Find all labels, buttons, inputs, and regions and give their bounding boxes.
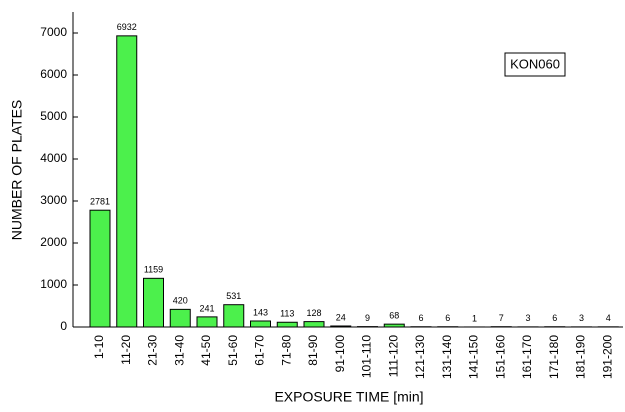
x-tick-label: 21-30 xyxy=(146,335,160,366)
bar xyxy=(197,317,217,327)
y-tick-label: 3000 xyxy=(40,193,67,207)
x-tick-label: 161-170 xyxy=(520,335,534,379)
x-tick-label: 91-100 xyxy=(333,335,347,373)
value-label: 6 xyxy=(552,313,557,323)
x-axis-label: EXPOSURE TIME [min] xyxy=(274,389,423,405)
y-tick-label: 4000 xyxy=(40,151,67,165)
value-label: 1159 xyxy=(144,265,163,275)
bar xyxy=(277,322,297,327)
x-tick-label: 111-120 xyxy=(386,335,400,378)
bar xyxy=(331,326,351,327)
y-tick-label: 5000 xyxy=(40,109,67,123)
x-tick-label: 191-200 xyxy=(600,335,614,379)
value-label: 1 xyxy=(472,313,477,323)
y-tick-label: 0 xyxy=(60,319,67,333)
value-label: 4 xyxy=(606,313,611,323)
value-label: 3 xyxy=(579,313,584,323)
bar xyxy=(251,321,271,327)
value-label: 241 xyxy=(199,303,214,313)
value-label: 128 xyxy=(306,308,321,318)
value-label: 6932 xyxy=(117,22,137,32)
x-tick-label: 51-60 xyxy=(226,335,240,366)
x-tick-label: 61-70 xyxy=(253,335,267,366)
value-label: 7 xyxy=(499,313,504,323)
x-tick-label: 31-40 xyxy=(172,335,186,366)
value-label: 68 xyxy=(389,311,399,321)
value-label: 143 xyxy=(253,307,268,317)
x-tick-label: 41-50 xyxy=(199,335,213,366)
y-axis-label: NUMBER OF PLATES xyxy=(9,100,25,241)
bar xyxy=(224,305,244,327)
value-label: 531 xyxy=(226,291,241,301)
bar xyxy=(384,324,404,327)
y-tick-label: 7000 xyxy=(40,25,67,39)
x-tick-label: 1-10 xyxy=(92,335,106,359)
x-tick-label: 141-150 xyxy=(467,335,481,379)
x-tick-label: 11-20 xyxy=(119,335,133,365)
bar xyxy=(117,36,137,327)
value-label: 24 xyxy=(336,312,346,322)
x-tick-label: 171-180 xyxy=(547,335,561,379)
value-label: 2781 xyxy=(90,197,110,207)
y-tick-label: 2000 xyxy=(40,235,67,249)
x-tick-label: 181-190 xyxy=(574,335,588,379)
y-tick-label: 6000 xyxy=(40,67,67,81)
value-label: 3 xyxy=(525,313,530,323)
annotation: KON060 xyxy=(510,56,560,71)
value-label: 6 xyxy=(418,313,423,323)
x-tick-label: 101-110 xyxy=(360,335,374,378)
x-tick-label: 151-160 xyxy=(493,335,507,379)
bar xyxy=(90,210,110,327)
x-tick-label: 81-90 xyxy=(306,335,320,366)
x-tick-label: 131-140 xyxy=(440,335,454,379)
x-tick-label: 71-80 xyxy=(279,335,293,366)
value-label: 113 xyxy=(280,309,294,319)
value-label: 6 xyxy=(445,313,450,323)
bar xyxy=(170,309,190,327)
value-label: 420 xyxy=(173,296,188,306)
bar xyxy=(304,322,324,327)
y-tick-label: 1000 xyxy=(40,277,67,291)
value-label: 9 xyxy=(365,313,370,323)
x-tick-label: 121-130 xyxy=(413,335,427,379)
bar xyxy=(144,278,164,327)
